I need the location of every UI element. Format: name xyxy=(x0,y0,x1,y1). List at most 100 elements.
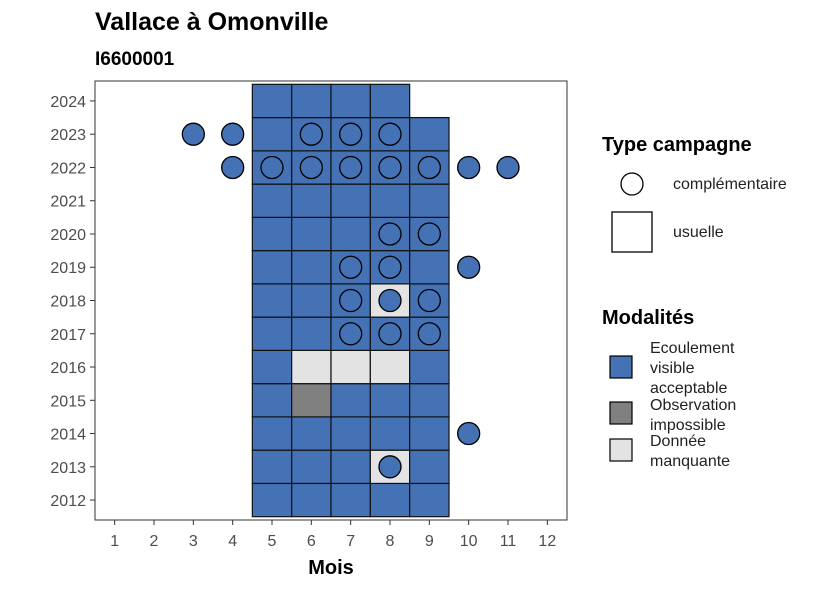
tile-2013-5 xyxy=(251,449,293,485)
tile-2017-6 xyxy=(291,316,332,351)
tile-2012-5 xyxy=(251,482,293,518)
tile-2014-7 xyxy=(330,416,371,451)
point-2019-7 xyxy=(339,255,363,279)
tile-2013-9 xyxy=(409,449,450,485)
point-2017-8 xyxy=(378,322,402,346)
point-2023-3 xyxy=(181,122,205,146)
legend-key-complementaire xyxy=(620,172,644,196)
x-tick-label-9: 9 xyxy=(425,533,434,550)
legend-key-ecoulement xyxy=(609,355,633,379)
tile-2021-6 xyxy=(291,183,332,218)
y-tick-label-2014: 2014 xyxy=(50,427,86,444)
chart-subtitle: I6600001 xyxy=(95,49,175,70)
tile-2020-5 xyxy=(251,216,293,252)
legend-label-ecoulement-2: visible xyxy=(650,360,695,377)
point-2019-8 xyxy=(378,255,402,279)
point-2020-8 xyxy=(378,222,402,246)
tile-2015-6 xyxy=(291,383,332,418)
point-2022-11 xyxy=(496,155,520,180)
legend-modalites: Modalités Ecoulement visible acceptableObse… xyxy=(602,307,736,470)
legend-modalites-title: Modalités xyxy=(602,307,694,329)
tile-2014-5 xyxy=(251,416,293,451)
point-2019-10 xyxy=(457,255,481,279)
tile-2015-9 xyxy=(409,383,450,418)
points-layer xyxy=(181,122,520,479)
point-2018-8 xyxy=(378,288,402,313)
tile-2016-6 xyxy=(291,349,332,385)
y-tick-label-2019: 2019 xyxy=(50,260,86,277)
tile-2019-9 xyxy=(409,250,450,285)
tile-2015-5 xyxy=(251,383,293,418)
tile-2018-6 xyxy=(291,283,332,318)
point-2022-7 xyxy=(339,155,363,180)
x-tick-label-4: 4 xyxy=(228,533,237,550)
legend-key-observation-impossible xyxy=(609,401,633,425)
tile-2013-7 xyxy=(330,449,371,485)
y-axis: 2012 2013 2014 2015 2016 2017 2018 2019 2020 2021… xyxy=(50,94,95,510)
chart-title: Vallace à Omonville xyxy=(95,8,329,36)
legend-label-donnee-manquante-1: Donnée xyxy=(650,433,706,450)
y-tick-label-2022: 2022 xyxy=(50,160,86,177)
legend-label-donnee-manquante-2: manquante xyxy=(650,453,730,470)
tile-2023-9 xyxy=(409,116,450,152)
tile-2016-5 xyxy=(251,349,293,385)
legend-label-complementaire: complémentaire xyxy=(673,176,787,193)
tile-2017-5 xyxy=(251,316,293,351)
point-2017-9 xyxy=(417,322,441,346)
x-tick-label-7: 7 xyxy=(346,533,355,550)
legend-label-ecoulement-3: acceptable xyxy=(650,380,727,397)
tile-2014-9 xyxy=(409,416,450,451)
point-2023-8 xyxy=(378,122,402,146)
legend-type-campagne: Type campagne complémentaire usuelle xyxy=(602,134,787,253)
y-tick-label-2023: 2023 xyxy=(50,127,86,144)
tile-2019-6 xyxy=(291,250,332,285)
tile-2024-8 xyxy=(369,83,411,119)
tile-2015-8 xyxy=(369,383,411,418)
tile-2016-7 xyxy=(330,349,371,385)
tile-2020-6 xyxy=(291,216,332,252)
y-tick-label-2016: 2016 xyxy=(50,360,86,377)
x-tick-label-3: 3 xyxy=(189,533,198,550)
tile-2012-6 xyxy=(291,482,332,518)
y-tick-label-2017: 2017 xyxy=(50,327,86,344)
point-2023-7 xyxy=(339,122,363,146)
y-tick-label-2015: 2015 xyxy=(50,393,86,410)
tile-2021-9 xyxy=(409,183,450,218)
x-axis-title: Mois xyxy=(308,557,354,579)
legend-type-title: Type campagne xyxy=(602,134,752,156)
y-tick-label-2021: 2021 xyxy=(50,194,86,211)
legend-label-observation-impossible-2: impossible xyxy=(650,417,726,434)
tile-2018-5 xyxy=(251,283,293,318)
legend-key-usuelle xyxy=(611,211,653,253)
x-tick-label-2: 2 xyxy=(150,533,159,550)
point-2018-7 xyxy=(339,288,363,313)
tile-2015-7 xyxy=(330,383,371,418)
y-tick-label-2024: 2024 xyxy=(50,94,86,111)
y-tick-label-2018: 2018 xyxy=(50,294,86,311)
tile-2012-7 xyxy=(330,482,371,518)
point-2014-10 xyxy=(457,421,481,446)
tile-2021-8 xyxy=(369,183,411,218)
point-2022-4 xyxy=(221,155,245,180)
point-2020-9 xyxy=(417,222,441,246)
tile-2013-6 xyxy=(291,449,332,485)
y-tick-label-2020: 2020 xyxy=(50,227,86,244)
legend-label-ecoulement-1: Ecoulement xyxy=(650,340,735,357)
tile-2021-5 xyxy=(251,183,293,218)
tile-2016-8 xyxy=(369,349,411,385)
legend-label-usuelle: usuelle xyxy=(673,224,724,241)
x-axis: 1 2 3 4 5 6 7 8 9 10 11 12 xyxy=(110,520,556,550)
point-2022-10 xyxy=(457,155,481,180)
x-tick-label-8: 8 xyxy=(386,533,395,550)
tile-2023-5 xyxy=(251,116,293,152)
point-2013-8 xyxy=(378,455,402,479)
point-2018-9 xyxy=(417,288,441,313)
legend-key-donnee-manquante xyxy=(609,438,633,462)
point-2022-5 xyxy=(260,155,284,180)
tile-2024-5 xyxy=(251,83,293,119)
tile-2019-5 xyxy=(251,250,293,285)
point-2022-8 xyxy=(378,155,402,180)
y-tick-label-2013: 2013 xyxy=(50,460,86,477)
x-tick-label-1: 1 xyxy=(110,533,119,550)
